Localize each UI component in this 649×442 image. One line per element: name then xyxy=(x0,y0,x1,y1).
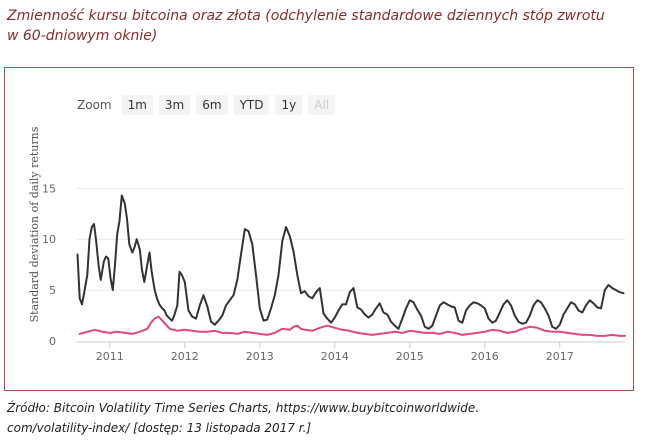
figure-title: Zmienność kursu bitcoina oraz złota (odc… xyxy=(7,8,605,44)
zoom-3m-button[interactable]: 3m xyxy=(158,95,191,115)
zoom-6m-button[interactable]: 6m xyxy=(196,95,228,115)
zoom-ytd-button[interactable]: YTD xyxy=(233,95,270,115)
x-tick-label: 2013 xyxy=(246,350,274,363)
x-tick-label: 2011 xyxy=(96,350,124,363)
y-axis-title: Standard deviation of daily returns xyxy=(28,126,41,322)
y-tick-label: 15 xyxy=(42,182,56,195)
series-line-bitcoin xyxy=(76,194,625,330)
zoom-all-button[interactable]: All xyxy=(308,95,336,115)
x-tick-label: 2015 xyxy=(396,350,424,363)
source-line-2: com/volatility-index/ [dostęp: 13 listop… xyxy=(7,421,312,435)
x-tick-label: 2016 xyxy=(471,350,499,363)
chart-frame: Zoom 1m 3m 6m YTD 1y All xyxy=(4,67,634,391)
zoom-1y-button[interactable]: 1y xyxy=(275,95,303,115)
zoom-1m-button[interactable]: 1m xyxy=(121,95,153,115)
y-tick-label: 0 xyxy=(49,335,56,348)
series-line-gold xyxy=(78,315,626,337)
y-tick-label: 5 xyxy=(49,284,56,297)
source-note: Źródło: Bitcoin Volatility Time Series C… xyxy=(7,398,479,438)
y-tick-label: 10 xyxy=(42,233,56,246)
zoom-label: Zoom xyxy=(77,98,112,112)
source-line-1: Źródło: Bitcoin Volatility Time Series C… xyxy=(7,401,480,415)
x-tick-label: 2012 xyxy=(171,350,199,363)
x-tick-label: 2014 xyxy=(321,350,349,363)
zoom-bar: Zoom 1m 3m 6m YTD 1y All xyxy=(77,95,336,115)
x-tick-label: 2017 xyxy=(546,350,574,363)
